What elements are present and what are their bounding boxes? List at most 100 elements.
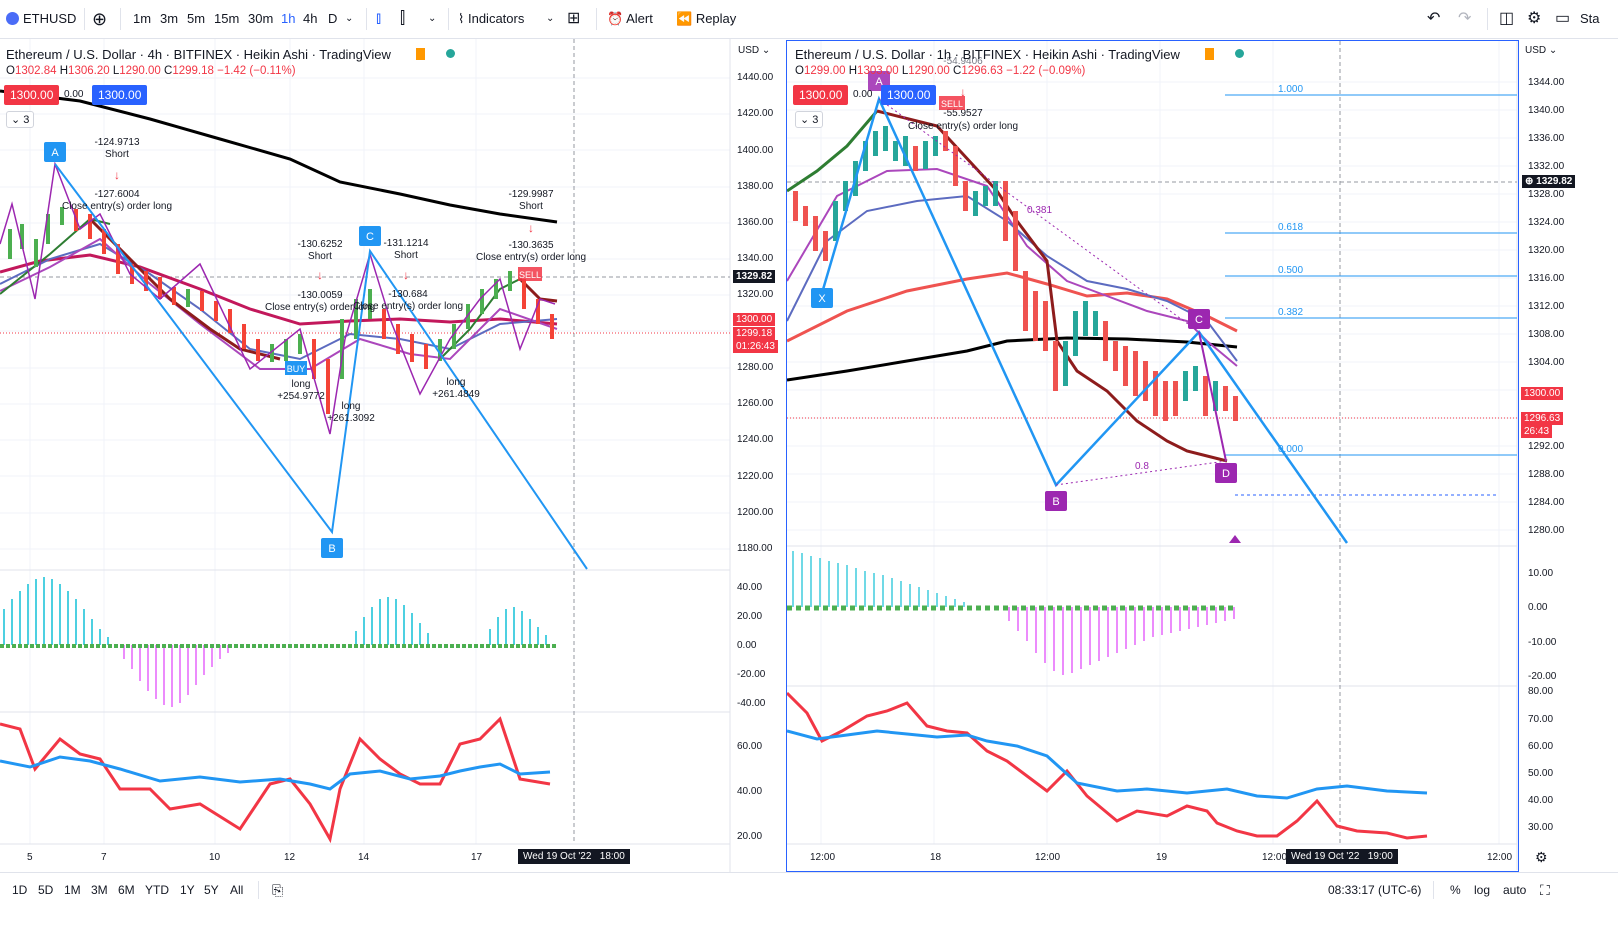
interval-1m[interactable]: 1m [133,11,152,26]
right-indicators-collapse-button[interactable]: ⌄ 3 [795,111,824,128]
replay-button[interactable]: ⏪ Replay [676,0,736,38]
right-price-tick: 1336.00 [1528,133,1565,144]
right-chart-title: Ethereum / U.S. Dollar · 1h · BITFINEX ·… [795,47,1180,62]
left-price-tick: 1380.00 [737,181,774,192]
right-sell-price-button[interactable]: 1300.00 [793,85,849,105]
left-chart-canvas[interactable]: A B C -124.9713 Short -127.6004 Close en… [0,39,786,872]
go-to-date-icon[interactable]: ⎘ [272,882,284,898]
interval-3m[interactable]: 3m [160,11,179,26]
split-layout-icon[interactable]: ◫ [1499,10,1515,27]
left-time-tick: 10 [209,852,221,863]
left-ann-long-2-val: +261.3092 [327,413,375,424]
left-ann-long-1-val: +254.9772 [277,391,325,402]
left-price-tick: 1440.00 [737,72,774,83]
left-rsi-tick: 20.00 [737,831,763,842]
left-ann-6: -130.684 [388,289,428,300]
interval-chevron-down-icon[interactable]: ⌄ [345,13,354,24]
bar-style-icon[interactable]: ⫾ [376,10,382,27]
svg-text:B: B [328,543,335,555]
right-chart-canvas[interactable]: 1.000 0.618 0.500 0.382 0.000 [787,41,1617,870]
left-price-tick: 1260.00 [737,398,774,409]
layout-grid-icon[interactable]: ⊞ [567,10,581,27]
right-price-tick: 1308.00 [1528,329,1565,340]
range-5y[interactable]: 5Y [204,883,219,897]
right-short-arrow-icon: ↓ [960,85,966,99]
right-crosshair-time: Wed 19 Oct '22 19:00 [1286,849,1398,864]
range-5d[interactable]: 5D [38,883,54,897]
right-macd-tick: 10.00 [1528,568,1554,579]
symbol-search-button[interactable]: ETHUSD [6,0,76,38]
right-buy-price-button[interactable]: 1300.00 [881,85,937,105]
range-1y[interactable]: 1Y [180,883,195,897]
left-buy-price-button[interactable]: 1300.00 [92,85,148,105]
settings-gear-icon[interactable]: ⚙ [1527,10,1542,27]
right-close-price: 1296.63 [1521,412,1564,425]
left-ann-8-sub: Close entry(s) order long [476,252,586,263]
left-rsi-tick: 60.00 [737,741,763,752]
chart-type-chevron-down-icon[interactable]: ⌄ [428,13,437,24]
svg-text:SELL: SELL [941,99,963,109]
left-ann-3: -130.6252 [297,239,342,250]
fib-level-1000: 1.000 [1278,84,1303,95]
camera-icon[interactable]: ▭ [1555,10,1571,27]
auto-toggle[interactable]: auto [1503,883,1527,897]
left-chart-title: Ethereum / U.S. Dollar · 4h · BITFINEX ·… [6,47,391,62]
indicators-button[interactable]: ⌇ Indicators [458,0,524,38]
symbol-label: ETHUSD [23,11,77,26]
right-macd-tick: -10.00 [1528,637,1557,648]
right-price-tick: 1328.00 [1528,189,1565,200]
right-flag-icon[interactable] [1205,48,1214,60]
left-ann-long-3-val: +261.4849 [432,389,480,400]
right-price-tick: 1312.00 [1528,301,1565,312]
percent-toggle[interactable]: % [1450,883,1461,897]
alert-button[interactable]: ⏰ Alert [607,0,653,38]
undo-icon[interactable]: ↶ [1427,10,1441,27]
interval-15m[interactable]: 15m [214,11,240,26]
indicators-chevron-down-icon[interactable]: ⌄ [546,13,555,24]
interval-5m[interactable]: 5m [187,11,206,26]
left-ann-8: -130.3635 [508,240,553,251]
right-currency-selector[interactable]: USD ⌄ [1525,45,1558,56]
range-1d[interactable]: 1D [12,883,28,897]
left-macd-tick: -20.00 [737,669,766,680]
compare-plus-icon[interactable]: ⊕ [92,9,108,29]
right-pattern-point-c: C [1188,309,1210,329]
svg-text:BUY: BUY [287,364,306,374]
range-1m[interactable]: 1M [64,883,81,897]
candle-style-icon[interactable]: ⫿ [400,10,406,27]
right-macd-histogram [787,551,1237,675]
harmonic-ratio-b: 0.8 [1135,461,1149,472]
range-3m[interactable]: 3M [91,883,108,897]
svg-text:C: C [1195,314,1203,326]
clock-timezone[interactable]: 08:33:17 (UTC-6) [1328,883,1422,897]
redo-icon[interactable]: ↷ [1458,10,1472,27]
indicators-icon: ⌇ [458,11,465,26]
interval-4h[interactable]: 4h [303,11,318,26]
left-indicators-collapse-button[interactable]: ⌄ 3 [6,111,35,128]
range-ytd[interactable]: YTD [145,883,169,897]
log-toggle[interactable]: log [1474,883,1491,897]
indicators-label: Indicators [467,11,525,26]
trailing-toolbar-text[interactable]: Sta [1580,11,1600,26]
left-currency-selector[interactable]: USD ⌄ [738,45,771,56]
left-time-tick: 17 [471,852,483,863]
fib-level-0382: 0.382 [1278,307,1303,318]
range-6m[interactable]: 6M [118,883,135,897]
left-macd-tick: 40.00 [737,582,763,593]
interval-d[interactable]: D [328,11,338,26]
rewind-icon: ⏪ [676,11,693,26]
left-macd-tick: -40.00 [737,698,766,709]
interval-1h[interactable]: 1h [281,11,296,26]
interval-30m[interactable]: 30m [248,11,274,26]
replay-label: Replay [695,11,737,26]
left-ann-2-sub: Close entry(s) order long [62,201,172,212]
left-sell-price-button[interactable]: 1300.00 [4,85,60,105]
range-all[interactable]: All [230,883,244,897]
right-ann-2: -55.9527 [943,108,983,119]
fullscreen-icon[interactable]: ⛶ [1540,882,1550,898]
left-price-tick: 1200.00 [737,507,774,518]
left-flag-icon[interactable] [416,48,425,60]
fib-level-0000: 0.000 [1278,444,1303,455]
chart-settings-gear-icon[interactable]: ⚙ [1535,849,1548,865]
left-crosshair-price: 1329.82 [733,270,776,283]
